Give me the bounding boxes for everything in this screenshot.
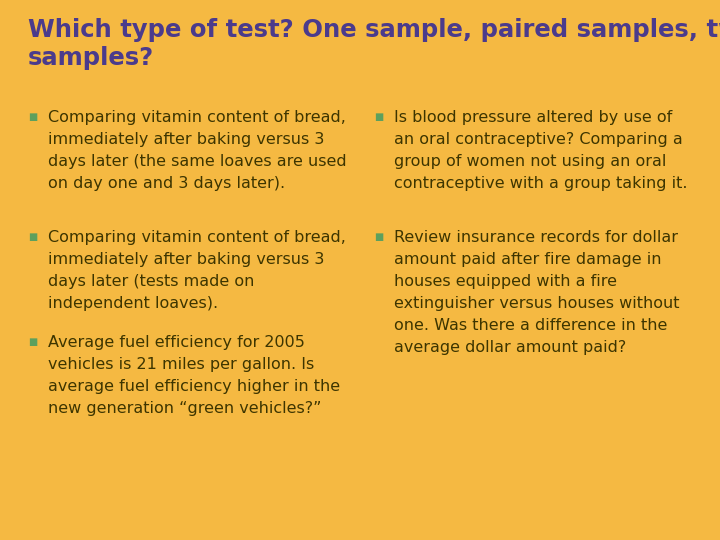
Text: an oral contraceptive? Comparing a: an oral contraceptive? Comparing a bbox=[394, 132, 683, 147]
Text: days later (the same loaves are used: days later (the same loaves are used bbox=[48, 154, 346, 169]
Text: days later (tests made on: days later (tests made on bbox=[48, 274, 254, 289]
Text: Is blood pressure altered by use of: Is blood pressure altered by use of bbox=[394, 110, 672, 125]
Text: Average fuel efficiency for 2005: Average fuel efficiency for 2005 bbox=[48, 335, 305, 350]
Text: one. Was there a difference in the: one. Was there a difference in the bbox=[394, 318, 667, 333]
Text: immediately after baking versus 3: immediately after baking versus 3 bbox=[48, 132, 325, 147]
Text: Which type of test? One sample, paired samples, two: Which type of test? One sample, paired s… bbox=[28, 18, 720, 42]
Text: ■: ■ bbox=[28, 232, 37, 242]
Text: Comparing vitamin content of bread,: Comparing vitamin content of bread, bbox=[48, 230, 346, 245]
Text: average dollar amount paid?: average dollar amount paid? bbox=[394, 340, 626, 355]
Text: samples?: samples? bbox=[28, 46, 154, 70]
Text: immediately after baking versus 3: immediately after baking versus 3 bbox=[48, 252, 325, 267]
Text: new generation “green vehicles?”: new generation “green vehicles?” bbox=[48, 401, 322, 416]
Text: Comparing vitamin content of bread,: Comparing vitamin content of bread, bbox=[48, 110, 346, 125]
Text: contraceptive with a group taking it.: contraceptive with a group taking it. bbox=[394, 176, 688, 191]
Text: Review insurance records for dollar: Review insurance records for dollar bbox=[394, 230, 678, 245]
Text: ■: ■ bbox=[374, 232, 383, 242]
Text: extinguisher versus houses without: extinguisher versus houses without bbox=[394, 296, 680, 311]
Text: group of women not using an oral: group of women not using an oral bbox=[394, 154, 667, 169]
Text: houses equipped with a fire: houses equipped with a fire bbox=[394, 274, 617, 289]
Text: ■: ■ bbox=[28, 112, 37, 122]
Text: ■: ■ bbox=[374, 112, 383, 122]
Text: amount paid after fire damage in: amount paid after fire damage in bbox=[394, 252, 662, 267]
Text: independent loaves).: independent loaves). bbox=[48, 296, 218, 311]
Text: on day one and 3 days later).: on day one and 3 days later). bbox=[48, 176, 285, 191]
Text: vehicles is 21 miles per gallon. Is: vehicles is 21 miles per gallon. Is bbox=[48, 357, 314, 372]
Text: ■: ■ bbox=[28, 337, 37, 347]
Text: average fuel efficiency higher in the: average fuel efficiency higher in the bbox=[48, 379, 340, 394]
